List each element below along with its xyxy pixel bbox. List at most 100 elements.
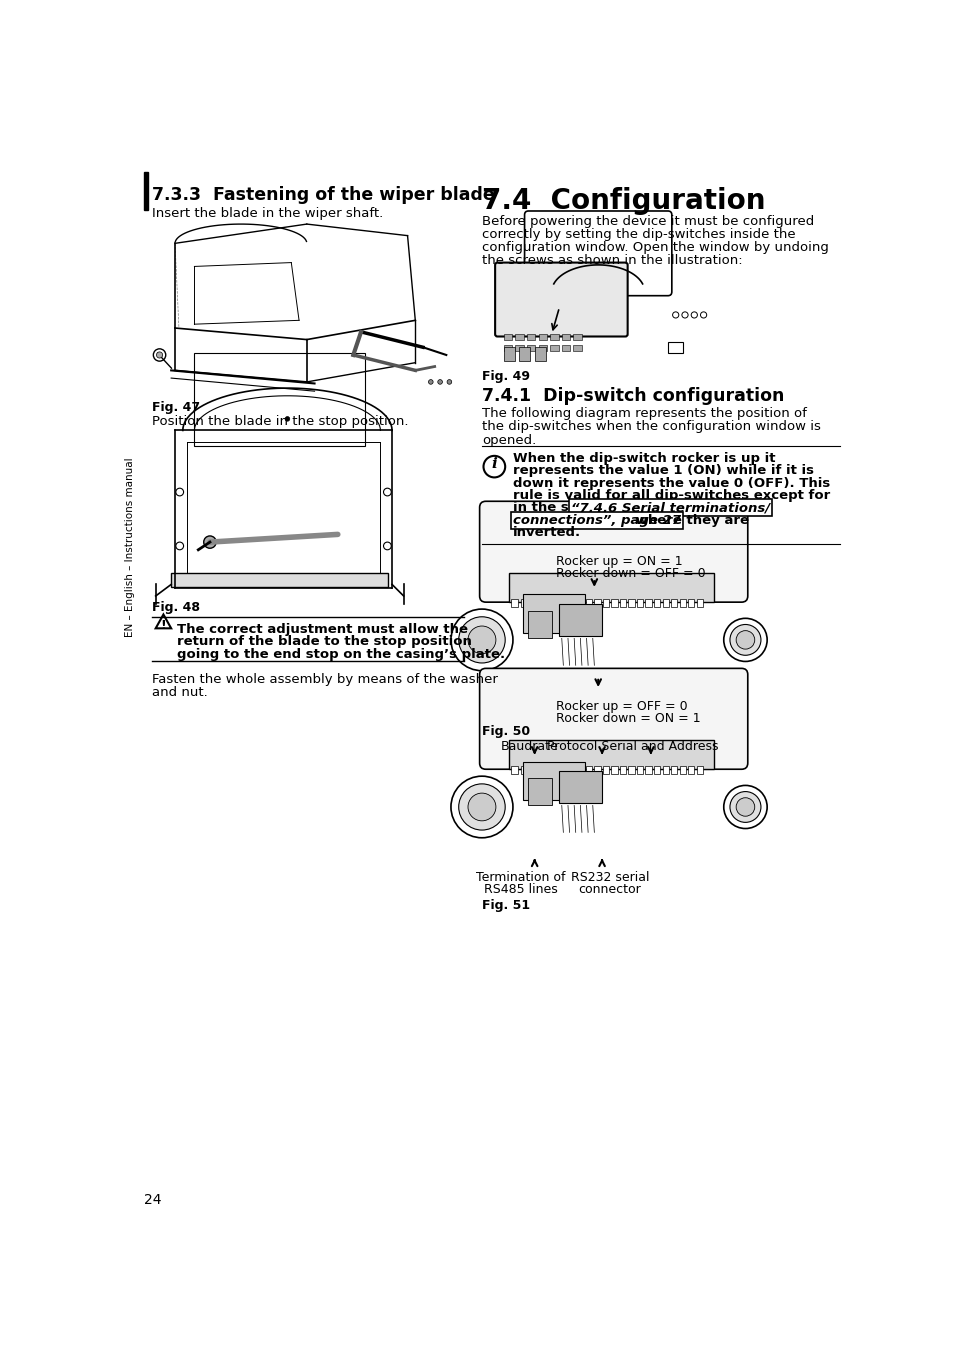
FancyBboxPatch shape bbox=[495, 263, 627, 337]
Bar bbox=[518, 347, 530, 362]
Text: i: i bbox=[491, 456, 497, 471]
Bar bbox=[594, 598, 599, 607]
Bar bbox=[568, 598, 575, 607]
Circle shape bbox=[285, 417, 290, 421]
Text: the dip-switches when the configuration window is: the dip-switches when the configuration … bbox=[481, 421, 820, 433]
Text: Rocker down = OFF = 0: Rocker down = OFF = 0 bbox=[555, 567, 704, 580]
Text: rule is valid for all dip-switches except for: rule is valid for all dip-switches excep… bbox=[513, 489, 829, 502]
Bar bbox=[509, 741, 714, 769]
Text: 7.4  Configuration: 7.4 Configuration bbox=[481, 187, 764, 215]
Bar bbox=[670, 766, 677, 774]
Bar bbox=[577, 766, 583, 774]
Bar bbox=[559, 598, 566, 607]
Bar bbox=[687, 598, 694, 607]
Bar bbox=[645, 766, 651, 774]
Text: When the dip-switch rocker is up it: When the dip-switch rocker is up it bbox=[513, 452, 775, 464]
Circle shape bbox=[451, 609, 513, 670]
Bar bbox=[550, 334, 558, 340]
Text: Rocker up = ON = 1: Rocker up = ON = 1 bbox=[555, 555, 681, 569]
Bar bbox=[551, 766, 558, 774]
Bar bbox=[511, 598, 517, 607]
Circle shape bbox=[723, 619, 766, 662]
Bar bbox=[528, 612, 551, 638]
Bar bbox=[679, 766, 685, 774]
Bar bbox=[637, 766, 642, 774]
Bar bbox=[538, 598, 546, 607]
Text: RS232 serial: RS232 serial bbox=[570, 871, 648, 884]
Bar bbox=[687, 766, 694, 774]
Text: “7.4.6 Serial terminations/: “7.4.6 Serial terminations/ bbox=[571, 501, 769, 515]
Bar bbox=[503, 347, 514, 362]
Bar bbox=[509, 573, 714, 603]
Bar bbox=[661, 598, 668, 607]
Bar bbox=[661, 766, 668, 774]
Text: opened.: opened. bbox=[481, 433, 536, 447]
Bar bbox=[654, 766, 659, 774]
Text: connections”, page 27: connections”, page 27 bbox=[513, 513, 680, 527]
Circle shape bbox=[156, 352, 162, 357]
Circle shape bbox=[458, 784, 505, 830]
Bar bbox=[144, 172, 148, 210]
FancyBboxPatch shape bbox=[479, 501, 747, 603]
Bar bbox=[585, 598, 592, 607]
Bar bbox=[667, 343, 682, 353]
Bar bbox=[534, 347, 545, 362]
Text: 24: 24 bbox=[144, 1193, 161, 1206]
Text: return of the blade to the stop position: return of the blade to the stop position bbox=[176, 635, 471, 649]
Text: Fig. 47: Fig. 47 bbox=[152, 401, 200, 414]
Bar bbox=[670, 598, 677, 607]
Text: The following diagram represents the position of: The following diagram represents the pos… bbox=[481, 408, 806, 420]
Text: Rocker down = ON = 1: Rocker down = ON = 1 bbox=[555, 712, 700, 726]
Bar bbox=[679, 598, 685, 607]
Text: Fig. 50: Fig. 50 bbox=[481, 724, 530, 738]
Text: Fig. 49: Fig. 49 bbox=[481, 371, 530, 383]
Text: Baudrate: Baudrate bbox=[500, 741, 558, 753]
Bar bbox=[594, 766, 599, 774]
Bar bbox=[696, 766, 702, 774]
Bar bbox=[520, 766, 527, 774]
Bar bbox=[538, 766, 546, 774]
Bar bbox=[528, 779, 551, 806]
Text: inverted.: inverted. bbox=[513, 525, 580, 539]
Text: Fasten the whole assembly by means of the washer: Fasten the whole assembly by means of th… bbox=[152, 673, 497, 686]
Bar bbox=[530, 766, 537, 774]
Bar bbox=[503, 345, 512, 351]
FancyBboxPatch shape bbox=[479, 669, 747, 769]
Bar bbox=[561, 345, 570, 351]
Bar bbox=[577, 598, 583, 607]
Circle shape bbox=[451, 776, 513, 838]
Text: Termination of: Termination of bbox=[476, 871, 565, 884]
Circle shape bbox=[583, 301, 612, 329]
Bar bbox=[628, 598, 634, 607]
Bar bbox=[537, 334, 546, 340]
Text: in the section: in the section bbox=[513, 501, 619, 515]
Bar bbox=[602, 598, 608, 607]
Text: The correct adjustment must allow the: The correct adjustment must allow the bbox=[176, 623, 467, 636]
Bar bbox=[551, 598, 558, 607]
Bar bbox=[585, 766, 592, 774]
Circle shape bbox=[437, 379, 442, 385]
Bar bbox=[550, 345, 558, 351]
Circle shape bbox=[729, 792, 760, 822]
Text: connector: connector bbox=[578, 883, 640, 896]
Bar bbox=[619, 598, 625, 607]
Text: where they are: where they are bbox=[630, 513, 748, 527]
Text: configuration window. Open the window by undoing: configuration window. Open the window by… bbox=[481, 241, 828, 255]
Bar bbox=[573, 345, 581, 351]
Text: correctly by setting the dip-switches inside the: correctly by setting the dip-switches in… bbox=[481, 227, 795, 241]
Bar bbox=[611, 766, 617, 774]
Bar bbox=[602, 766, 608, 774]
Text: Before powering the device it must be configured: Before powering the device it must be co… bbox=[481, 215, 813, 227]
Circle shape bbox=[723, 785, 766, 829]
Text: !: ! bbox=[160, 619, 166, 632]
Text: Fig. 48: Fig. 48 bbox=[152, 601, 199, 615]
Bar bbox=[526, 345, 535, 351]
FancyArrowPatch shape bbox=[157, 353, 172, 368]
Bar bbox=[503, 334, 512, 340]
Text: 7.4.1  Dip-switch configuration: 7.4.1 Dip-switch configuration bbox=[481, 386, 783, 405]
Text: down it represents the value 0 (OFF). This: down it represents the value 0 (OFF). Th… bbox=[513, 477, 829, 490]
Text: Protocol Serial and Address: Protocol Serial and Address bbox=[547, 741, 718, 753]
Text: Fig. 51: Fig. 51 bbox=[481, 899, 530, 911]
Bar bbox=[520, 598, 527, 607]
Text: Insert the blade in the wiper shaft.: Insert the blade in the wiper shaft. bbox=[152, 207, 383, 221]
